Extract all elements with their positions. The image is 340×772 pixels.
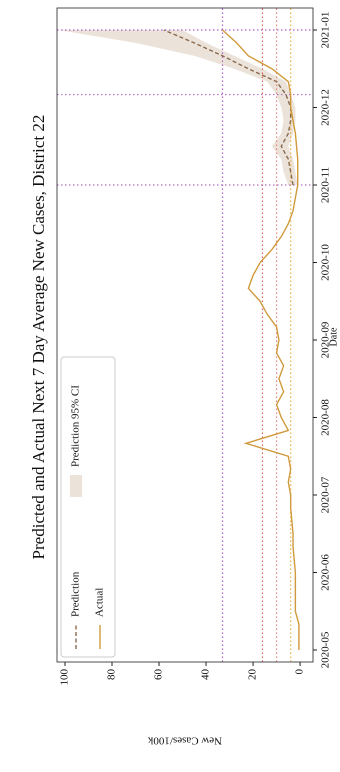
y-axis-label: New Cases/100k (147, 734, 222, 746)
y-tick-label: 0 (294, 669, 306, 675)
legend-label: Actual (94, 588, 106, 617)
x-tick-label: 2021-01 (320, 12, 332, 49)
x-tick-label: 2020-10 (320, 244, 332, 281)
x-tick-label: 2020-08 (320, 399, 332, 436)
y-tick-label: 20 (247, 669, 259, 681)
legend-swatch (70, 475, 82, 497)
series-line (222, 29, 300, 650)
x-tick-label: 2020-07 (320, 476, 332, 513)
y-tick-label: 60 (153, 669, 165, 681)
chart-title: Predicted and Actual Next 7 Day Average … (29, 115, 48, 560)
y-tick-label: 80 (106, 669, 118, 681)
legend-label: Prediction (70, 571, 82, 617)
legend-box (60, 356, 116, 658)
x-tick-label: 2020-05 (320, 631, 332, 668)
y-tick-label: 100 (59, 669, 71, 686)
rotated-figure: Predicted and Actual Next 7 Day Average … (29, 7, 339, 746)
y-tick-label: 40 (200, 669, 212, 681)
x-tick-label: 2020-11 (320, 167, 332, 203)
x-tick-label: 2020-06 (320, 554, 332, 591)
plot-frame (56, 7, 314, 663)
x-tick-label: 2020-09 (320, 321, 332, 358)
confidence-band (57, 30, 298, 185)
x-axis-label: Date (328, 327, 339, 346)
x-tick-label: 2020-12 (320, 89, 332, 126)
legend-label: Prediction 95% CI (70, 385, 82, 467)
